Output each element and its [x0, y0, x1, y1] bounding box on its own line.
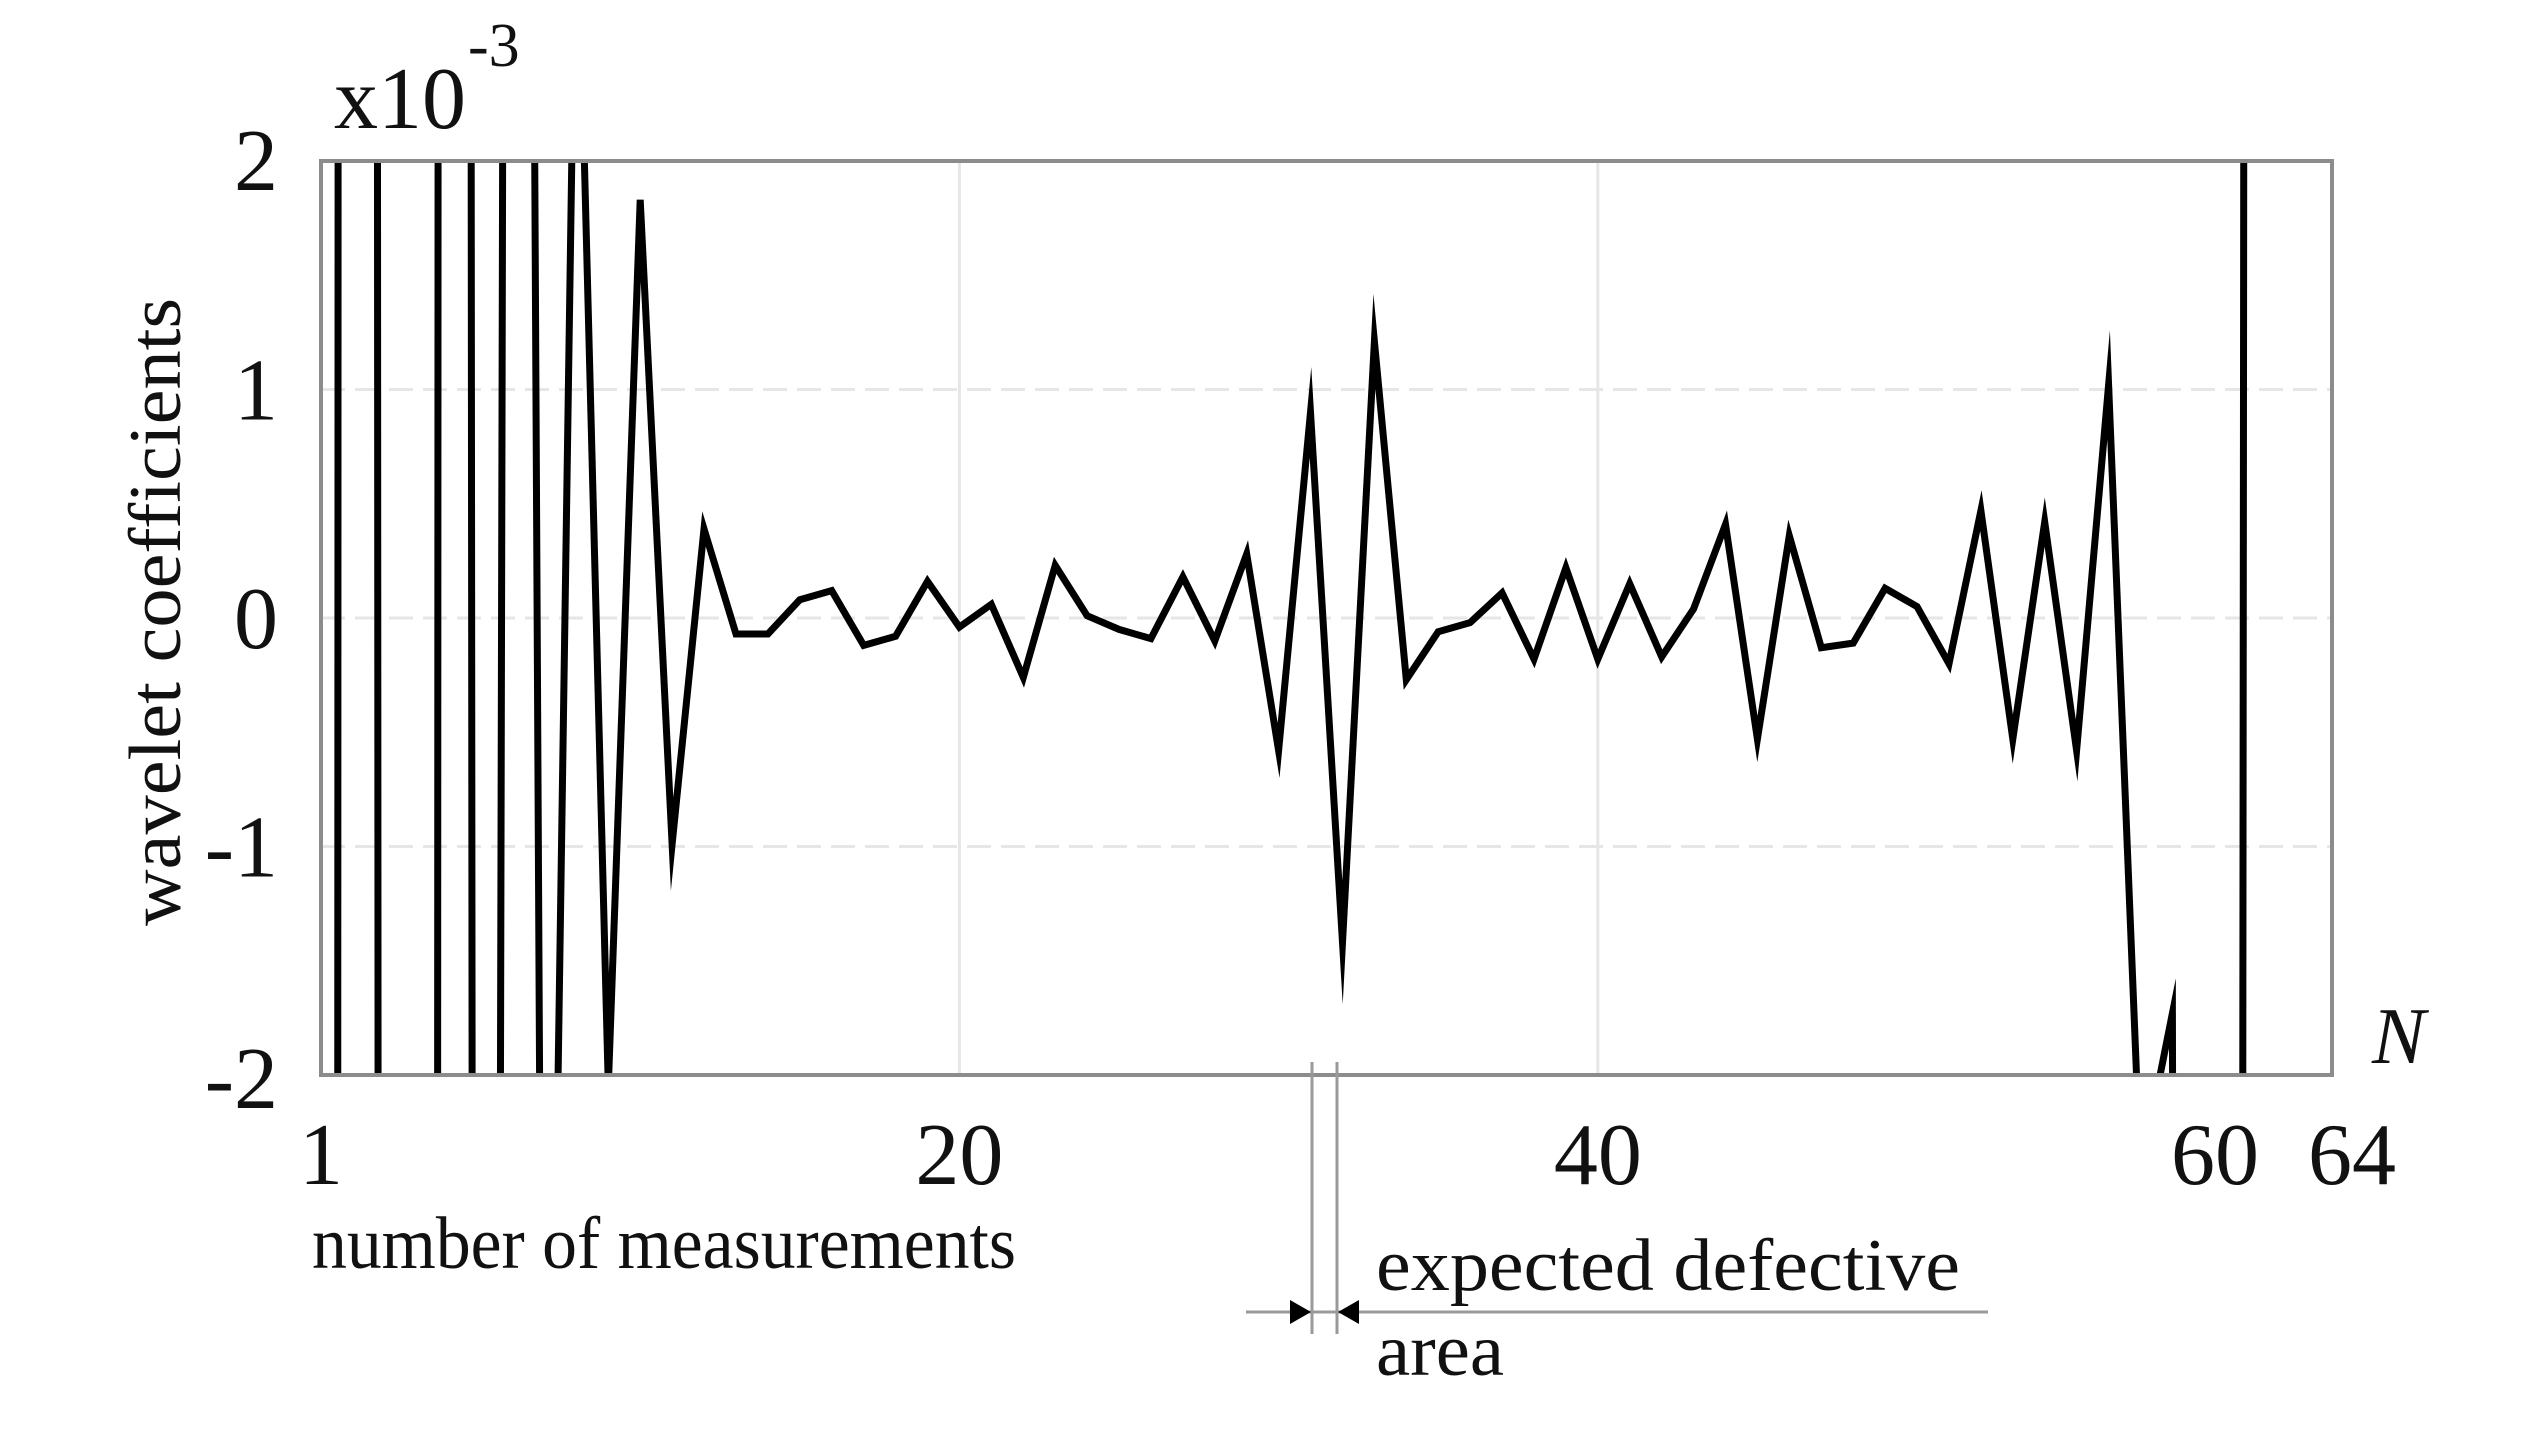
y-tick-label: 0 [234, 571, 278, 668]
arrow-left-icon [1338, 1300, 1359, 1324]
y-tick-labels: 2 1 0 -1 -2 [205, 113, 278, 1128]
y-tick-label: -2 [205, 1031, 278, 1128]
data-series-line [334, 161, 2248, 1075]
annotation-text-line2: area [1376, 1310, 1504, 1392]
y-tick-label: 2 [234, 113, 278, 210]
scale-exponent: -3 [468, 12, 520, 80]
y-tick-label: -1 [205, 800, 278, 897]
annotation-text-line1: expected defective [1376, 1225, 1960, 1307]
x-axis-title: number of measurements [312, 1203, 1016, 1285]
arrow-right-icon [1290, 1300, 1311, 1324]
defect-area-annotation: expected defective area [1246, 1062, 1988, 1392]
y-axis-title: wavelet coefficients [115, 298, 197, 926]
x-tick-labels: 1 20 40 60 64 [299, 1107, 2396, 1204]
x-tick-label: 60 [2171, 1107, 2259, 1204]
x-axis-symbol: N [2371, 993, 2430, 1081]
plot-area [334, 161, 2248, 1075]
x-tick-label: 40 [1554, 1107, 1642, 1204]
y-tick-label: 1 [234, 343, 278, 440]
plot-frame [319, 159, 2334, 1077]
x-tick-label: 64 [2308, 1107, 2396, 1204]
scale-multiplier: x10 [334, 51, 466, 148]
x-tick-label: 1 [299, 1107, 343, 1204]
x-tick-label: 20 [915, 1107, 1003, 1204]
scale-base: x10 [334, 51, 466, 148]
